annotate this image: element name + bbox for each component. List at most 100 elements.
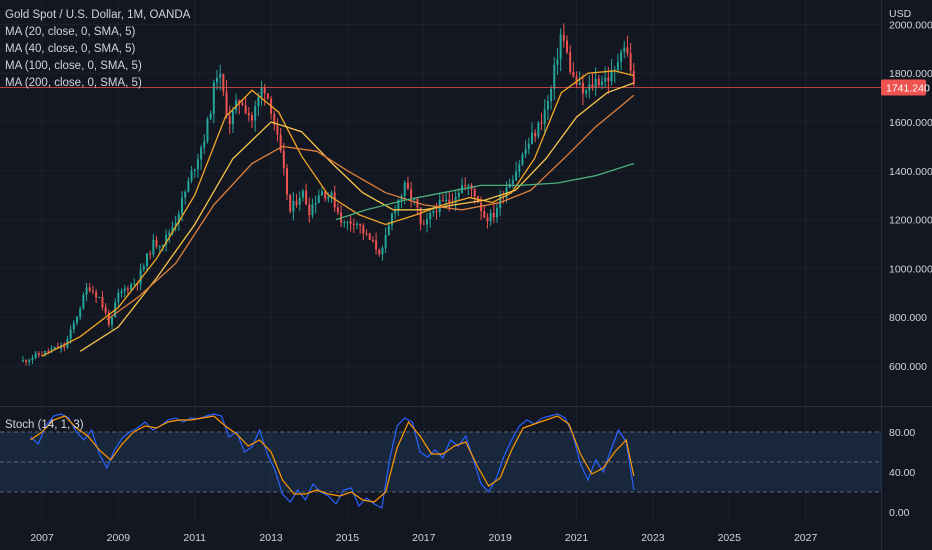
candle-body bbox=[448, 199, 451, 203]
candle-body bbox=[222, 74, 225, 92]
candle-body bbox=[384, 234, 387, 248]
candle-body bbox=[562, 34, 565, 41]
candle-body bbox=[44, 350, 47, 356]
candle-body bbox=[581, 82, 584, 94]
indicator-ma100[interactable]: MA (100, close, 0, SMA, 5) bbox=[5, 60, 142, 72]
candle-body bbox=[422, 223, 425, 225]
candle-body bbox=[324, 191, 327, 199]
candle-body bbox=[569, 52, 572, 73]
candle-body bbox=[403, 182, 406, 196]
candle-body bbox=[146, 253, 148, 267]
candle-body bbox=[63, 345, 66, 348]
candle-body bbox=[531, 132, 533, 144]
stochastic-pane[interactable] bbox=[0, 413, 882, 509]
candle-body bbox=[266, 93, 269, 99]
candle-body bbox=[177, 213, 180, 223]
candle-body bbox=[626, 47, 629, 54]
candle-body bbox=[518, 164, 521, 172]
candle-body bbox=[333, 192, 336, 208]
candle-body bbox=[101, 297, 104, 308]
candle-body bbox=[206, 119, 209, 142]
candle-body bbox=[295, 200, 298, 205]
candle-body bbox=[629, 53, 632, 71]
candle-body bbox=[496, 208, 498, 218]
candle-body bbox=[238, 100, 241, 103]
candle-body bbox=[111, 317, 113, 325]
stochastic-axis[interactable]: 0.00 40.00 80.00 bbox=[889, 427, 915, 519]
candle-body bbox=[37, 353, 40, 356]
candle-body bbox=[362, 225, 365, 234]
candle-body bbox=[196, 159, 199, 170]
time-tick-label: 2023 bbox=[641, 532, 665, 544]
candle-body bbox=[534, 132, 537, 137]
candle-body bbox=[282, 150, 285, 169]
candle-body bbox=[47, 350, 50, 352]
candle-body bbox=[467, 185, 470, 187]
candle-body bbox=[410, 189, 413, 200]
candle-body bbox=[31, 357, 34, 361]
candle-body bbox=[193, 169, 196, 171]
candle-body bbox=[368, 233, 371, 240]
candle-body bbox=[257, 97, 260, 107]
stoch-legend[interactable]: Stoch (14, 1, 3) bbox=[5, 419, 84, 431]
moving-average-line bbox=[79, 82, 635, 352]
candle-body bbox=[123, 288, 126, 292]
candle-body bbox=[314, 202, 317, 205]
candle-body bbox=[305, 190, 308, 205]
last-price-value: 1741.240 bbox=[886, 83, 930, 95]
candle-body bbox=[445, 199, 448, 201]
candle-body bbox=[263, 87, 266, 94]
indicator-ma200[interactable]: MA (200, close, 0, SMA, 5) bbox=[5, 77, 142, 89]
time-tick-label: 2019 bbox=[489, 532, 513, 544]
candle-body bbox=[279, 134, 282, 151]
candle-body bbox=[349, 221, 352, 224]
candle-body bbox=[187, 180, 190, 192]
candle-body bbox=[292, 200, 295, 212]
candle-body bbox=[219, 74, 222, 78]
candle-body bbox=[286, 168, 288, 195]
candle-body bbox=[591, 84, 594, 88]
chart-legend: Gold Spot / U.S. Dollar, 1M, OANDA MA (2… bbox=[5, 7, 190, 92]
symbol-title[interactable]: Gold Spot / U.S. Dollar, 1M, OANDA bbox=[5, 9, 191, 21]
candle-body bbox=[289, 194, 292, 212]
indicator-ma40[interactable]: MA (40, close, 0, SMA, 5) bbox=[5, 43, 136, 55]
candle-body bbox=[25, 360, 28, 362]
time-tick-label: 2015 bbox=[336, 532, 360, 544]
stoch-d-line bbox=[30, 415, 635, 503]
candle-body bbox=[521, 154, 524, 165]
candle-body bbox=[623, 47, 626, 52]
price-tick-label: 1000.000 bbox=[889, 263, 932, 275]
candle-body bbox=[419, 207, 422, 224]
candle-body bbox=[76, 316, 78, 323]
candle-body bbox=[117, 293, 120, 303]
candle-body bbox=[432, 211, 435, 213]
candle-body bbox=[527, 143, 530, 150]
price-axis[interactable]: 600.000 800.000 1000.000 1200.000 1400.000 16… bbox=[889, 19, 932, 373]
candle-body bbox=[489, 212, 492, 222]
candle-body bbox=[511, 180, 514, 184]
candle-body bbox=[317, 195, 320, 203]
candle-body bbox=[251, 115, 253, 121]
indicator-ma20[interactable]: MA (20, close, 0, SMA, 5) bbox=[5, 26, 136, 38]
candle-body bbox=[594, 78, 597, 88]
time-tick-label: 2007 bbox=[30, 532, 54, 544]
time-axis[interactable]: 2007 2009 2011 2013 2015 2017 2019 2021 2023 2025… bbox=[30, 532, 817, 544]
candle-body bbox=[365, 233, 368, 235]
candle-body bbox=[616, 61, 619, 70]
candle-body bbox=[190, 170, 193, 181]
candle-body bbox=[406, 182, 409, 190]
candle-body bbox=[391, 213, 393, 225]
candle-body bbox=[559, 34, 562, 60]
candle-body bbox=[34, 353, 37, 358]
candle-body bbox=[158, 246, 161, 248]
candle-body bbox=[212, 82, 215, 114]
candle-body bbox=[69, 329, 72, 340]
candle-body bbox=[426, 219, 428, 225]
candle-body bbox=[142, 266, 145, 270]
time-tick-label: 2011 bbox=[183, 532, 206, 544]
price-pane[interactable] bbox=[0, 23, 882, 366]
candle-body bbox=[228, 116, 231, 125]
price-tick-label: 1400.000 bbox=[889, 166, 932, 178]
candle-body bbox=[133, 283, 136, 285]
